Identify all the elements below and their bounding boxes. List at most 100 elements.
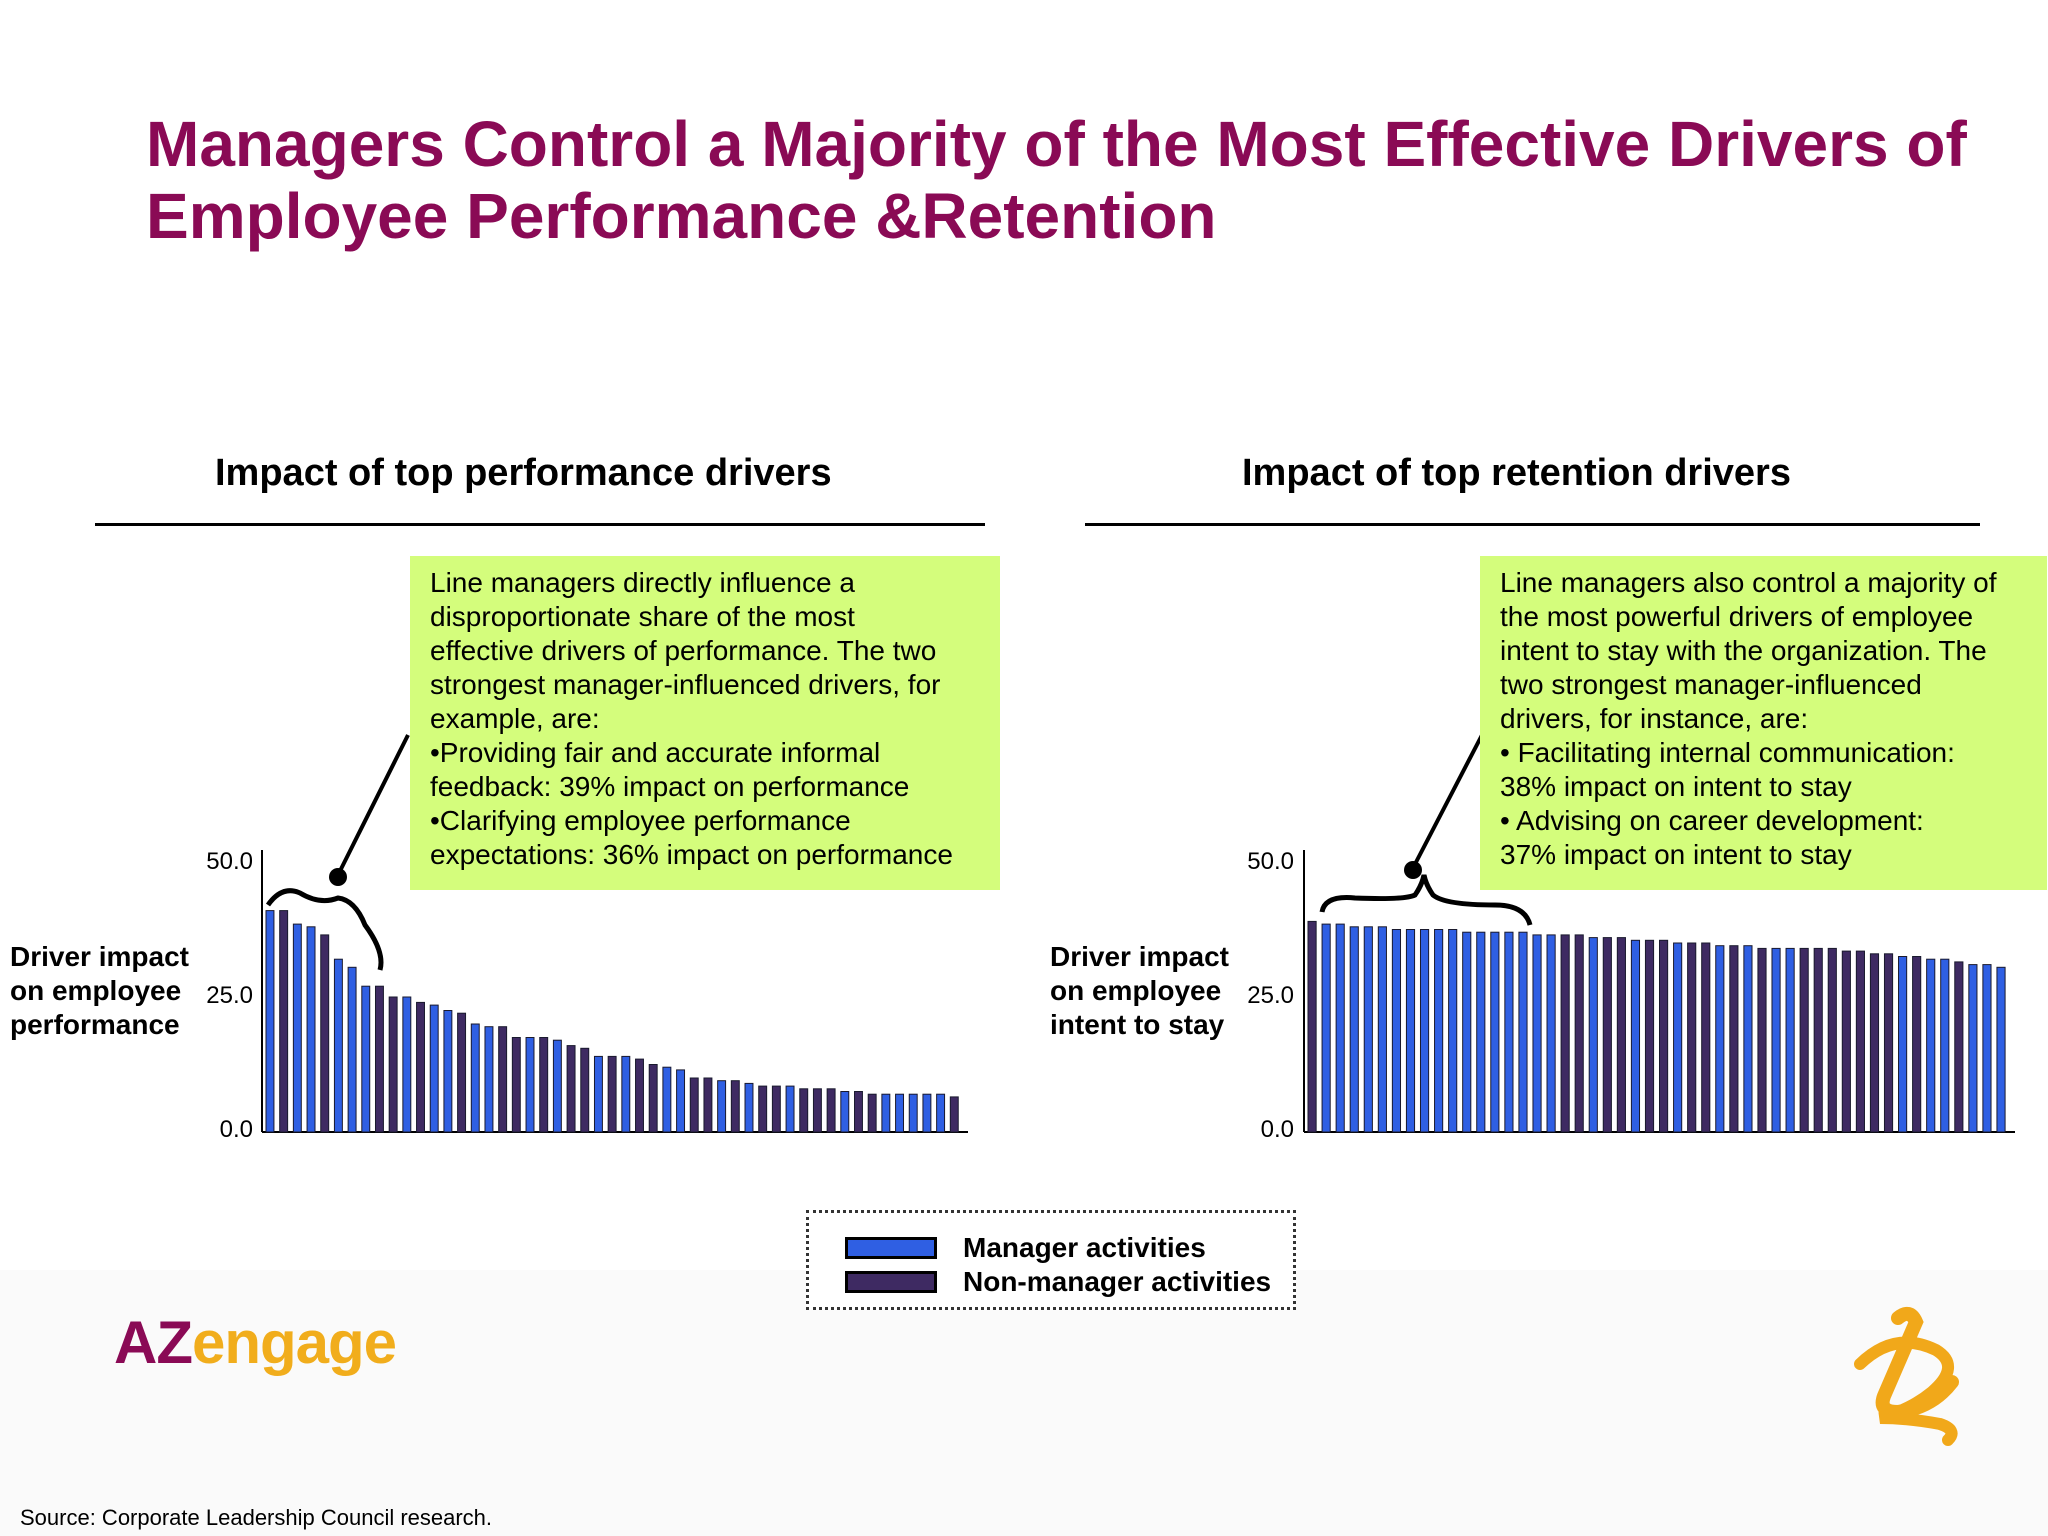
performance-callout-pointer [336,734,410,876]
performance-callout-dot [329,868,347,886]
retention-bar-31 [1729,945,1739,1133]
performance-bar-7 [347,966,357,1133]
performance-ytick-max: 50.0 [206,848,253,875]
retention-panel-rule [1085,523,1980,526]
retention-bar-37 [1813,947,1823,1133]
retention-bar-22 [1602,937,1612,1133]
performance-bar-16 [470,1023,480,1133]
performance-bar-17 [484,1026,494,1133]
performance-bar-9 [374,985,384,1133]
retention-bar-6 [1377,926,1387,1133]
retention-bar-24 [1630,939,1641,1133]
retention-bar-38 [1827,947,1837,1133]
retention-bar-11 [1448,929,1458,1133]
retention-bar-7 [1391,929,1402,1133]
performance-bar-11 [402,996,412,1133]
performance-bar-18 [498,1026,508,1133]
retention-bar-3 [1335,923,1345,1133]
legend: Manager activities Non-manager activitie… [806,1210,1296,1310]
retention-bar-21 [1588,937,1598,1133]
performance-bar-3 [292,923,302,1133]
retention-bar-23 [1616,937,1626,1133]
performance-bar-29 [648,1064,658,1133]
retention-ytick-max: 50.0 [1247,848,1294,875]
astrazeneca-swirl-icon [1854,1306,1959,1446]
performance-bar-47 [895,1093,905,1133]
performance-y-axis-label: Driver impact on employee performance [10,941,189,1040]
retention-ytick-mid: 25.0 [1247,982,1294,1009]
retention-bar-15 [1504,931,1514,1133]
performance-bar-45 [867,1093,877,1133]
performance-bar-31 [676,1069,686,1133]
retention-bar-2 [1321,923,1331,1133]
retention-callout-dot [1404,861,1422,879]
retention-bar-5 [1363,926,1373,1133]
retention-bar-47 [1954,961,1964,1133]
retention-bar-10 [1434,929,1444,1133]
retention-top-drivers-brace [1319,874,1533,926]
performance-bars [265,910,959,1133]
performance-bar-41 [812,1088,822,1133]
performance-bar-32 [689,1077,699,1133]
retention-bar-32 [1743,945,1753,1133]
retention-bar-25 [1644,939,1655,1133]
retention-bars [1307,920,2006,1133]
legend-item-manager: Manager activities [845,1231,1206,1265]
performance-bar-25 [593,1055,603,1133]
retention-bar-50 [1996,966,2006,1133]
performance-bar-28 [635,1058,644,1133]
retention-bar-27 [1673,942,1683,1133]
retention-bar-39 [1841,950,1851,1133]
performance-bar-14 [443,1010,453,1133]
retention-bar-16 [1518,931,1528,1133]
legend-swatch-manager [845,1237,937,1259]
retention-bar-13 [1476,931,1486,1133]
retention-bar-17 [1532,934,1542,1133]
performance-bar-15 [457,1012,467,1133]
legend-item-non-manager: Non-manager activities [845,1265,1271,1299]
performance-bar-46 [881,1093,891,1133]
performance-bar-40 [799,1088,809,1133]
retention-bar-45 [1926,958,1936,1133]
performance-bar-49 [922,1093,932,1133]
retention-bar-19 [1560,934,1570,1133]
retention-bar-49 [1982,964,1992,1133]
performance-bar-8 [361,985,371,1133]
retention-bar-14 [1490,931,1500,1133]
performance-bar-36 [744,1082,754,1133]
source-note: Source: Corporate Leadership Council res… [20,1505,493,1530]
performance-bar-4 [306,926,316,1133]
performance-bar-10 [388,996,398,1133]
retention-bar-48 [1968,964,1978,1133]
footer-background [0,1270,2048,1536]
performance-bar-44 [854,1091,863,1133]
retention-bar-40 [1855,950,1865,1133]
performance-panel-title: Impact of top performance drivers [215,452,832,494]
performance-bar-21 [539,1037,549,1133]
performance-bar-12 [416,1001,425,1133]
retention-bar-46 [1940,958,1950,1133]
performance-bar-51 [949,1096,959,1133]
performance-callout: Line managers directly influence a dispr… [410,556,1000,890]
performance-bar-42 [826,1088,836,1133]
retention-bar-8 [1405,929,1416,1133]
performance-bar-34 [717,1080,727,1133]
performance-bar-1 [265,910,275,1133]
page-title: Managers Control a Majority of the Most … [146,108,1967,252]
performance-bar-39 [785,1085,795,1133]
performance-ytick-min: 0.0 [220,1116,253,1143]
performance-bar-2 [279,910,289,1133]
retention-bar-30 [1715,945,1725,1133]
performance-bar-30 [662,1066,672,1133]
retention-bar-20 [1574,934,1584,1133]
retention-bar-34 [1771,947,1781,1133]
performance-bar-19 [511,1037,521,1133]
retention-ytick-min: 0.0 [1261,1116,1294,1143]
performance-bar-26 [607,1055,617,1133]
performance-bar-24 [580,1047,590,1133]
performance-bar-22 [552,1039,562,1133]
retention-bar-18 [1546,934,1556,1133]
retention-panel-title: Impact of top retention drivers [1242,452,1791,494]
performance-bar-50 [936,1093,946,1133]
